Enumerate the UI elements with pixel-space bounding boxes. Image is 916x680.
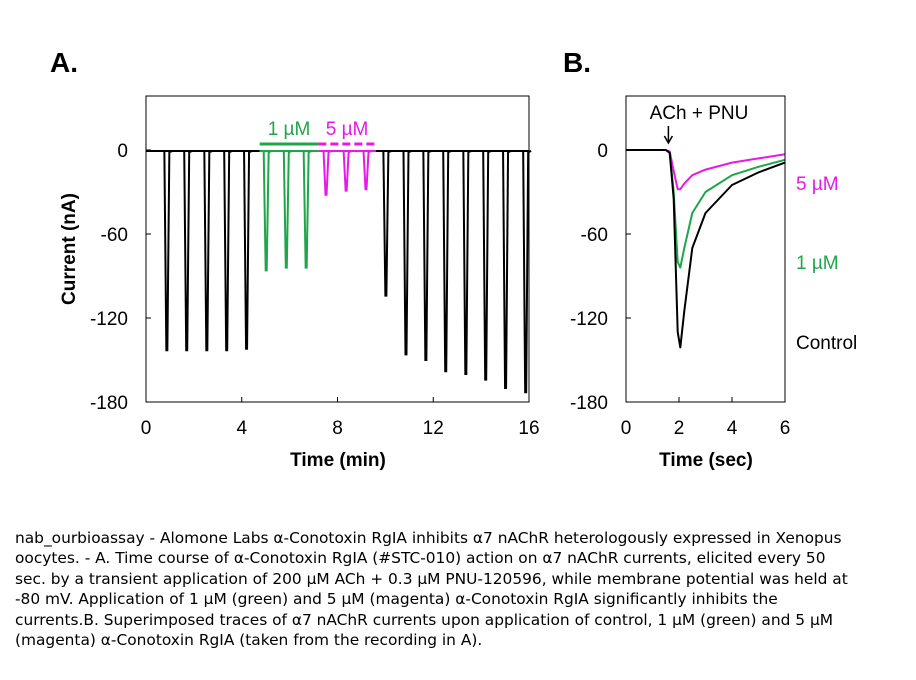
panel-a-x-tick-label: 16 <box>518 418 539 439</box>
panel-a-current-peak <box>442 150 452 373</box>
panel-b-label: B. <box>563 47 591 78</box>
panel-b-frame <box>625 95 786 403</box>
figure-caption: nab_ourbioassay - Alomone Labs α-Conotox… <box>15 529 848 650</box>
panel-a-label: A. <box>50 47 78 78</box>
panel-b-y-tick-label: -120 <box>570 309 608 330</box>
panel-b-x-tick-label: 4 <box>727 418 738 439</box>
panel-a-current-peak <box>322 150 332 196</box>
panel-a-y-tick-label: -180 <box>90 393 128 414</box>
panel-a-frame <box>145 95 530 403</box>
panel-a-x-tick-label: 12 <box>423 418 444 439</box>
panel-a-current-peak <box>282 150 293 269</box>
figure: A. 1 µM 5 µM 0 4 8 12 16 0 -60 -120 -180 Time (mi… <box>50 47 857 471</box>
panel-a-x-tick-label: 8 <box>332 418 343 439</box>
panel-a-current-peak <box>402 150 412 356</box>
panel-a-current-peak <box>302 150 312 269</box>
panel-b-x-tick-label: 0 <box>621 418 632 439</box>
panel-a-current-peak <box>462 150 472 375</box>
panel-a-current-peak <box>223 150 233 352</box>
panel-b-trace <box>626 149 786 269</box>
panel-b-x-tick-label: 2 <box>674 418 685 439</box>
panel-a-current-peak <box>262 150 273 272</box>
panel-a-x-tick-label: 4 <box>236 418 247 439</box>
panel-a-x-axis-label: Time (min) <box>290 450 386 471</box>
panel-a: A. 1 µM 5 µM 0 4 8 12 16 0 -60 -120 -180 Time (mi… <box>50 47 540 471</box>
panel-b-trace <box>626 149 786 349</box>
panel-b-y-tick-label: -60 <box>581 225 608 246</box>
panel-a-current-peak <box>362 150 372 191</box>
panel-b-legend-label: 5 µM <box>796 174 839 195</box>
panel-a-current-peak <box>422 150 432 361</box>
panel-a-y-tick-label: -60 <box>101 225 128 246</box>
panel-a-current-peak <box>183 150 193 352</box>
panel-a-current-peak <box>342 150 352 192</box>
ach-pnu-annotation: ACh + PNU <box>650 103 749 124</box>
ach-arrow-head-icon <box>663 135 674 145</box>
panel-a-y-axis-label: Current (nA) <box>59 193 80 305</box>
panel-a-y-tick-label: 0 <box>117 141 128 162</box>
panel-b-trace <box>626 149 786 191</box>
panel-a-current-peak <box>203 150 213 352</box>
panel-b-legend-label: Control <box>796 333 857 354</box>
panel-a-current-peak <box>163 150 173 352</box>
panel-a-current-peak <box>243 150 253 350</box>
panel-b-y-tick-label: -180 <box>570 393 608 414</box>
panel-a-x-tick-label: 0 <box>141 418 152 439</box>
panel-b-y-tick-label: 0 <box>597 141 608 162</box>
panel-a-y-tick-label: -120 <box>90 309 128 330</box>
panel-a-current-peak <box>482 150 492 381</box>
panel-a-current-peak <box>522 150 532 394</box>
panel-b: B. 0 2 4 6 0 -60 -120 -180 Time (sec) ACh + PNU… <box>563 47 857 471</box>
panel-a-current-peak <box>502 150 512 389</box>
application-bar-label: 1 µM <box>268 119 311 140</box>
application-bar-label: 5 µM <box>326 119 369 140</box>
panel-a-current-peak <box>382 150 392 297</box>
panel-b-x-tick-label: 6 <box>780 418 791 439</box>
panel-b-legend-label: 1 µM <box>796 253 839 274</box>
panel-b-x-axis-label: Time (sec) <box>659 450 753 471</box>
